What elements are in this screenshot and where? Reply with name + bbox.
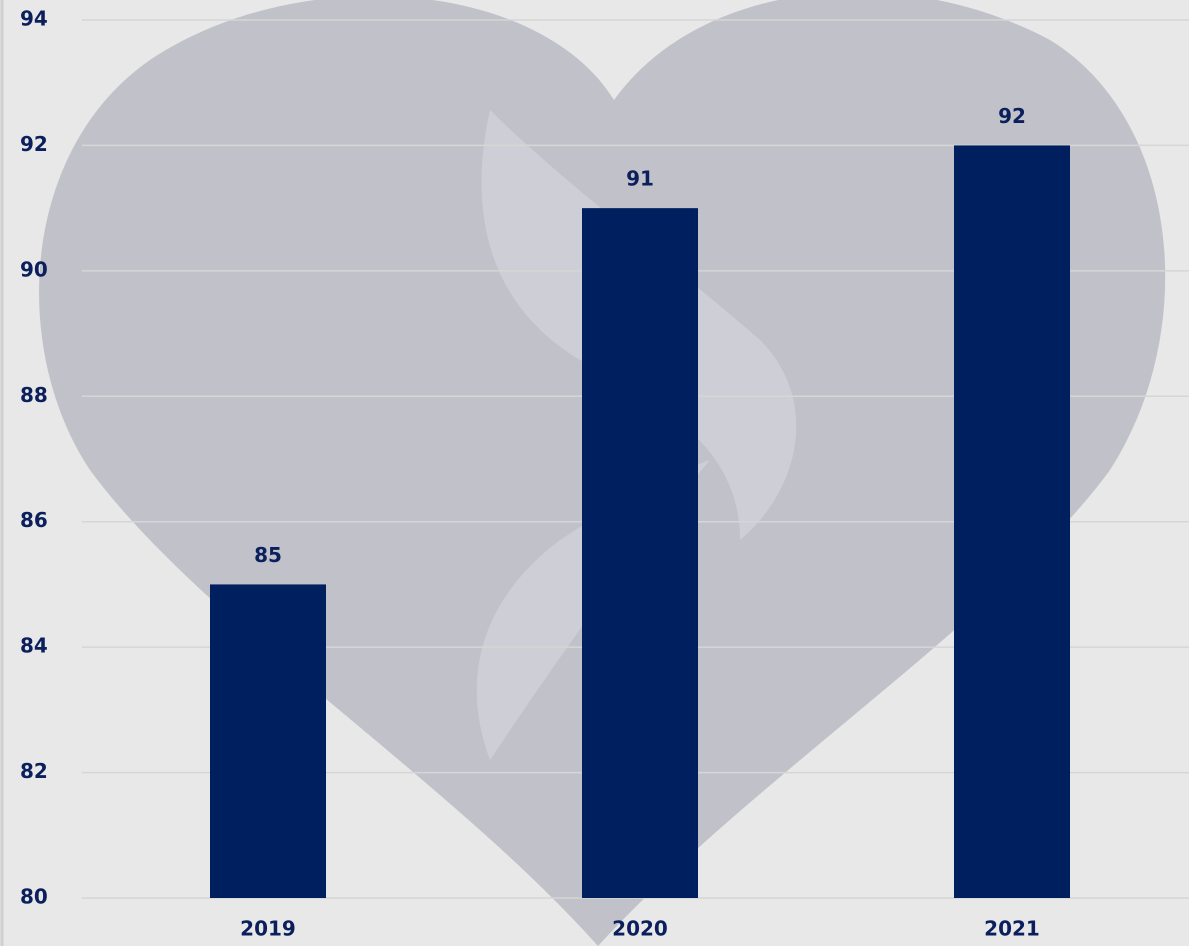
x-tick-label: 2021 bbox=[984, 917, 1040, 941]
y-tick-label: 82 bbox=[20, 759, 48, 783]
y-tick-label: 86 bbox=[20, 508, 48, 532]
y-tick-label: 88 bbox=[20, 383, 48, 407]
value-label: 85 bbox=[254, 543, 282, 567]
y-tick-label: 90 bbox=[20, 257, 48, 281]
y-tick-label: 80 bbox=[20, 885, 48, 909]
y-tick-label: 92 bbox=[20, 132, 48, 156]
x-tick-label: 2020 bbox=[612, 917, 668, 941]
bar bbox=[582, 208, 698, 899]
flame-watermark bbox=[476, 110, 797, 760]
y-tick-label: 94 bbox=[20, 7, 48, 31]
x-tick-label: 2019 bbox=[240, 917, 296, 941]
y-tick-label: 84 bbox=[20, 634, 48, 658]
value-label: 92 bbox=[998, 104, 1026, 128]
bar bbox=[210, 584, 326, 898]
bar bbox=[954, 145, 1070, 898]
plot: 80 82 84 86 88 90 92 94 2019 85 2020 91 2021 92 bbox=[20, 7, 1070, 941]
value-label: 91 bbox=[626, 167, 654, 191]
